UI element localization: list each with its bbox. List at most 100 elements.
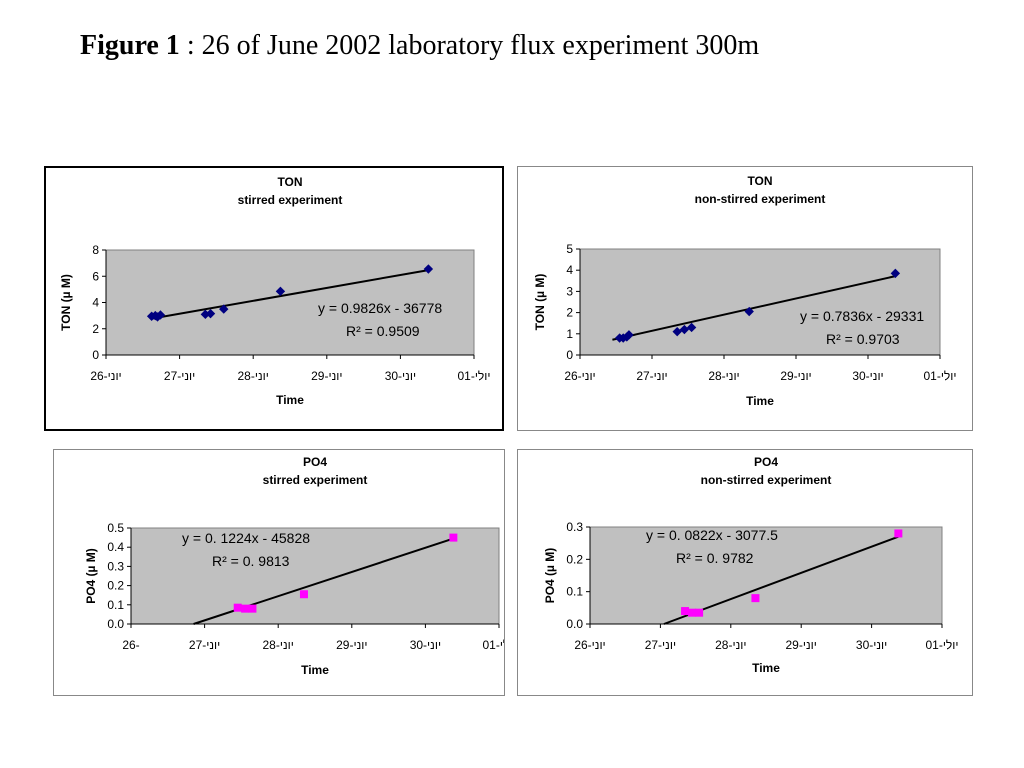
y-tick-label: 0.0 (566, 617, 583, 631)
y-tick-label: 0.3 (566, 520, 583, 534)
trendline (151, 269, 429, 320)
x-tick-label: 28-יוני (263, 638, 294, 652)
y-tick-label: 8 (92, 243, 99, 257)
data-point (248, 604, 257, 613)
y-axis-label: TON (µ M) (59, 274, 73, 331)
data-point (681, 607, 690, 616)
x-tick-label: 30-יוני (385, 369, 416, 383)
x-tick-label: 01-יולי (925, 638, 958, 652)
y-tick-label: 6 (92, 269, 99, 283)
data-point (241, 604, 250, 613)
x-tick-label: 29-יוני (780, 369, 811, 383)
data-point (890, 268, 901, 279)
figure-title: Figure 1 : 26 of June 2002 laboratory fl… (80, 30, 759, 62)
x-axis-label: Time (301, 663, 329, 677)
y-tick-label: 0 (566, 348, 573, 362)
y-tick-label: 5 (566, 242, 573, 256)
chart-subtitle: non-stirred experiment (695, 192, 826, 206)
chart-title: PO4 (303, 455, 327, 469)
x-tick-label: 26-יוני (564, 369, 595, 383)
y-tick-label: 0.3 (107, 559, 124, 573)
data-point (688, 608, 697, 617)
trendline-equation: y = 0. 0822x - 3077.5 (646, 527, 778, 543)
chart-po4-nonstirred: PO4 non-stirred experiment 0.0 0.1 0.2 0.3 26-… (517, 449, 973, 696)
r-squared-label: R² = 0.9509 (346, 323, 420, 339)
x-tick-label: 30-יוני (852, 369, 883, 383)
x-axis-label: Time (276, 393, 304, 407)
y-axis-label: PO4 (µ M) (84, 548, 98, 604)
x-tick-label: 28-יוני (708, 369, 739, 383)
plot-area (105, 249, 475, 356)
chart-title: TON (747, 174, 772, 188)
data-point (686, 322, 697, 333)
trendline (612, 275, 896, 341)
data-point (751, 594, 760, 603)
y-tick-label: 0.1 (566, 585, 583, 599)
data-point (624, 330, 634, 340)
y-tick-label: 0.1 (107, 598, 124, 612)
chart-subtitle: non-stirred experiment (701, 473, 832, 487)
chart-subtitle: stirred experiment (263, 473, 368, 487)
y-tick-label: 4 (566, 263, 573, 277)
x-axis-label: Time (752, 661, 780, 675)
trendline-equation: y = 0. 1224x - 45828 (182, 530, 310, 546)
data-point (449, 533, 458, 542)
data-point (155, 310, 166, 320)
data-point (423, 264, 434, 274)
y-axis-label: TON (µ M) (533, 274, 547, 331)
x-tick-label: 01-יולי (482, 638, 504, 652)
data-point (233, 603, 242, 612)
y-tick-label: 2 (566, 306, 573, 320)
trendline-equation: y = 0.9826x - 36778 (318, 300, 442, 316)
chart-ton-nonstirred: TON non-stirred experiment 0 1 2 3 4 5 26-יוני 27… (517, 166, 973, 431)
data-point (894, 529, 903, 538)
r-squared-label: R² = 0.9703 (826, 331, 900, 347)
y-tick-label: 0.2 (107, 579, 124, 593)
chart-svg: TON stirred experiment 0 2 4 6 8 26-יוני 27-יוני… (59, 175, 491, 407)
x-tick-label: 30-יוני (410, 638, 441, 652)
x-tick-label: 29-יוני (311, 369, 342, 383)
chart-svg: PO4 non-stirred experiment 0.0 0.1 0.2 0.3 26-… (543, 455, 959, 675)
y-tick-label: 0 (92, 348, 99, 362)
x-tick-label: 29-יוני (786, 638, 817, 652)
plot-area (579, 248, 941, 356)
data-point (695, 608, 704, 617)
chart-ton-stirred: TON stirred experiment 0 2 4 6 8 26-יוני 27-יוני… (44, 166, 504, 431)
y-tick-label: 0.4 (107, 540, 124, 554)
r-squared-label: R² = 0. 9813 (212, 553, 290, 569)
x-tick-label: 01-יולי (923, 369, 956, 383)
chart-po4-stirred: PO4 stirred experiment 0.0 0.1 0.2 0.3 0.4 0.5 2… (53, 449, 505, 696)
chart-title: PO4 (754, 455, 778, 469)
chart-svg: TON non-stirred experiment 0 1 2 3 4 5 26-יוני 27… (533, 174, 957, 408)
r-squared-label: R² = 0. 9782 (676, 550, 754, 566)
data-point (275, 286, 286, 297)
x-tick-label: 27-יוני (189, 638, 220, 652)
data-point (672, 326, 682, 337)
y-axis-label: PO4 (µ M) (543, 548, 557, 604)
x-tick-label: 26-יוני (90, 369, 121, 383)
x-tick-label: 29-יוני (336, 638, 367, 652)
chart-svg: PO4 stirred experiment 0.0 0.1 0.2 0.3 0.4 0.5 2… (84, 455, 504, 677)
y-tick-label: 1 (566, 327, 573, 341)
data-point (219, 304, 229, 314)
y-tick-label: 4 (92, 296, 99, 310)
y-tick-label: 3 (566, 284, 573, 298)
x-axis-label: Time (746, 394, 774, 408)
data-point (205, 308, 216, 319)
x-tick-label: 27-יוני (636, 369, 667, 383)
x-tick-label: 26-יוני (574, 638, 605, 652)
y-tick-label: 0.5 (107, 521, 124, 535)
y-tick-label: 0.0 (107, 617, 124, 631)
y-tick-label: 2 (92, 322, 99, 336)
x-tick-label: 01-יולי (457, 369, 490, 383)
chart-title: TON (277, 175, 302, 189)
x-tick-label: 27-יוני (164, 369, 195, 383)
chart-subtitle: stirred experiment (238, 193, 343, 207)
x-tick-label: 27-יוני (645, 638, 676, 652)
x-tick-label: 30-יוני (856, 638, 887, 652)
data-point (299, 590, 308, 599)
figure-label: Figure 1 (80, 30, 180, 61)
x-tick-label: 26- (122, 638, 139, 652)
trendline-equation: y = 0.7836x - 29331 (800, 308, 924, 324)
x-tick-label: 28-יוני (715, 638, 746, 652)
